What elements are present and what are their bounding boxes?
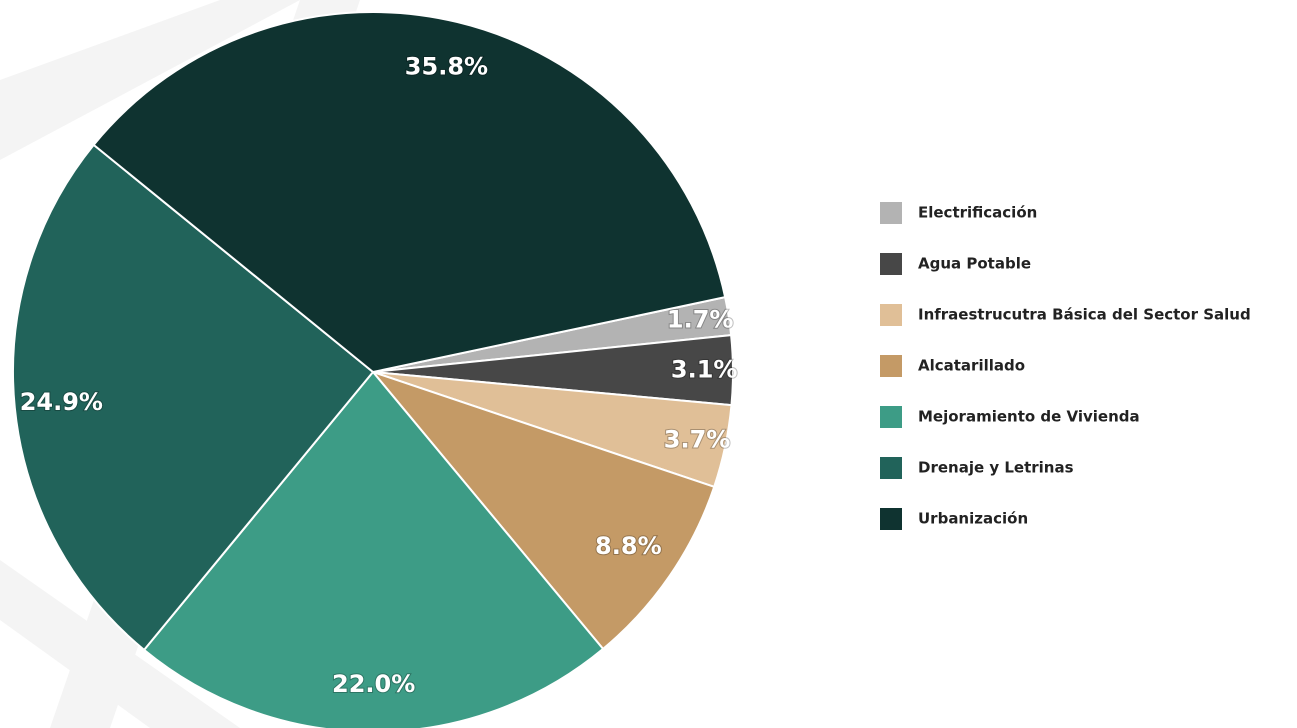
- legend-label: Mejoramiento de Vivienda: [918, 408, 1140, 426]
- pie-slice: [12, 143, 375, 652]
- pie-slice: [142, 370, 605, 728]
- legend-label: Infraestrucutra Básica del Sector Salud: [918, 306, 1251, 324]
- legend-swatch: [880, 406, 902, 428]
- legend-label: Electrificación: [918, 204, 1037, 222]
- data-label: 3.7%: [664, 426, 731, 454]
- legend-swatch: [880, 457, 902, 479]
- legend-label: Agua Potable: [918, 255, 1031, 273]
- legend-swatch: [880, 253, 902, 275]
- data-label: 1.7%: [667, 306, 734, 334]
- pie-slice: [369, 369, 716, 651]
- data-label: 24.9%: [20, 388, 103, 416]
- legend-swatch: [880, 508, 902, 530]
- data-label: 35.8%: [405, 53, 488, 81]
- legend-swatch: [880, 355, 902, 377]
- legend-label: Urbanización: [918, 510, 1028, 528]
- legend-swatch: [880, 304, 902, 326]
- data-label: 3.1%: [671, 355, 738, 383]
- legend-label: Alcatarillado: [918, 357, 1025, 375]
- legend-label: Drenaje y Letrinas: [918, 459, 1074, 477]
- data-label: 8.8%: [595, 532, 662, 560]
- pie-slice: [92, 11, 727, 374]
- data-label: 22.0%: [332, 670, 415, 698]
- legend-swatch: [880, 202, 902, 224]
